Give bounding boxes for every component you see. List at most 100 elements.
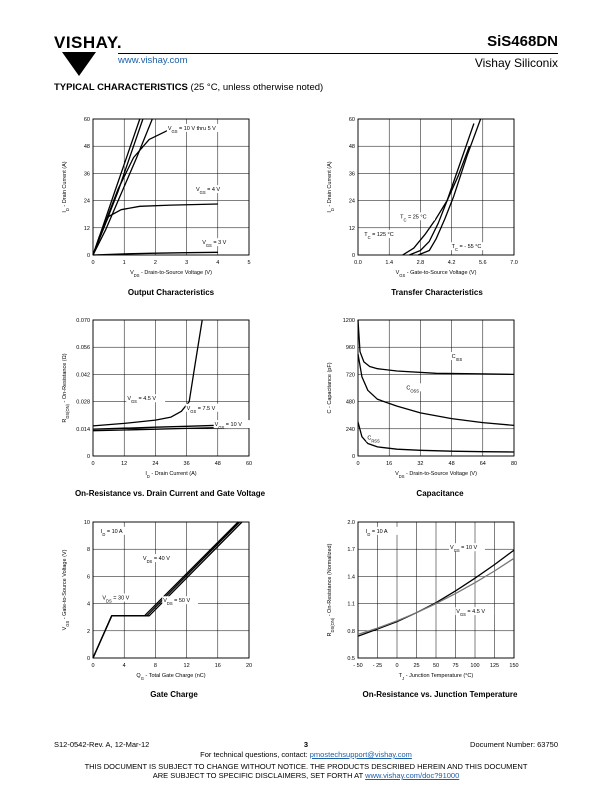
series-line [92, 319, 203, 427]
y-tick-label: 24 [84, 199, 90, 205]
y-tick-label: 2 [87, 629, 90, 635]
x-tick-label: 12 [121, 461, 127, 467]
x-tick-label: - 50 [353, 663, 362, 669]
section-title-bold: TYPICAL CHARACTERISTICS [54, 82, 188, 93]
annotation-bg [126, 394, 166, 403]
contact-prefix: For technical questions, contact: [200, 750, 310, 759]
annotation-bg [101, 593, 138, 602]
y-tick-label: 0.8 [347, 629, 355, 635]
y-tick-label: 36 [84, 171, 90, 177]
annotation-bg [185, 403, 225, 412]
contact-email-link[interactable]: pmostechsupport@vishay.com [309, 750, 412, 759]
x-tick-label: 12 [184, 663, 190, 669]
series-line [402, 145, 471, 256]
plot-frame [92, 319, 250, 457]
annotation-label: TC = 25 °C [400, 214, 426, 222]
annotation-label: ID = 10 A [101, 529, 123, 537]
annotation-label: TC = - 55 °C [452, 244, 482, 252]
y-tick-label: 48 [84, 144, 90, 150]
y-tick-label: 60 [349, 117, 355, 123]
x-tick-label: 0 [395, 663, 398, 669]
disclaimer-line-2: ARE SUBJECT TO SPECIFIC DISCLAIMERS, SET… [0, 771, 612, 780]
annotation-label: VGS = 4 V [196, 187, 220, 195]
y-tick-label: 0.070 [76, 318, 90, 324]
disclaimer-link[interactable]: www.vishay.com/doc?91000 [365, 771, 460, 780]
x-axis-label: VDS - Drain-to-Source Voltage (V) [395, 471, 477, 479]
y-tick-label: 0.028 [76, 400, 90, 406]
y-tick-label: 480 [346, 400, 355, 406]
section-title-normal: (25 °C, unless otherwise noted) [187, 82, 324, 93]
y-tick-label: 8 [87, 547, 90, 553]
x-tick-label: 16 [215, 663, 221, 669]
part-number: SiS468DN [487, 33, 558, 50]
y-tick-label: 12 [349, 226, 355, 232]
x-tick-label: 2.8 [417, 260, 425, 266]
series-line [92, 127, 187, 256]
y-tick-label: 960 [346, 345, 355, 351]
annotation-bg [99, 526, 133, 535]
y-tick-label: 0 [87, 656, 90, 662]
x-tick-label: 36 [184, 461, 190, 467]
x-tick-label: 80 [511, 461, 517, 467]
x-tick-label: 24 [152, 461, 158, 467]
on-resistance-drain-current-chart: 0 12 24 36 48 60 0 0.014 0.028 0.042 0.056 0.070 ID … [62, 318, 252, 479]
annotation-bg [450, 352, 470, 361]
series-line [357, 421, 515, 453]
website-link[interactable]: www.vishay.com [118, 55, 188, 66]
y-axis-label: ID - Drain Current (A) [62, 161, 70, 212]
y-axis-label: RDS(ON) - On-Resistance (Normalized) [327, 543, 335, 636]
annotation-bg [399, 212, 436, 221]
x-axis-label: VGS - Gate-to-Source Voltage (V) [396, 270, 477, 278]
doc-revision: S12-0542-Rev. A, 12-Mar-12 [54, 740, 150, 749]
x-tick-label: 150 [509, 663, 518, 669]
annotation-bg [162, 596, 199, 605]
y-tick-label: 2.0 [347, 520, 355, 526]
annotation-bg [363, 229, 403, 238]
series-line [92, 118, 153, 256]
series-line [92, 521, 239, 659]
y-tick-label: 0 [87, 253, 90, 259]
y-tick-label: 36 [349, 171, 355, 177]
x-tick-label: 32 [417, 461, 423, 467]
x-tick-label: 4.2 [448, 260, 456, 266]
annotation-label: VGS = 10 V thru 5 V [168, 126, 216, 134]
x-tick-label: 48 [449, 461, 455, 467]
chart-caption-gate-charge: Gate Charge [150, 690, 198, 699]
x-axis-label: VDS - Drain-to-Source Voltage (V) [130, 270, 212, 278]
y-tick-label: 6 [87, 574, 90, 580]
annotation-bg [449, 543, 485, 552]
x-tick-label: 0 [91, 663, 94, 669]
y-tick-label: 0.5 [347, 656, 355, 662]
capacitance-chart: 0 16 32 48 64 80 0 240 480 720 960 1200 VDS - Drain-… [327, 318, 517, 479]
chart-caption-capacitance: Capacitance [416, 489, 464, 498]
plot-frame [92, 521, 250, 659]
x-tick-label: 16 [386, 461, 392, 467]
x-tick-label: 100 [470, 663, 479, 669]
annotation-label: CISS [452, 354, 463, 362]
series-line [409, 123, 475, 256]
y-tick-label: 0.056 [76, 345, 90, 351]
x-tick-label: 48 [215, 461, 221, 467]
chart-caption-on-resistance: On-Resistance vs. Drain Current and Gate… [74, 489, 266, 498]
x-tick-label: 125 [490, 663, 499, 669]
annotation-label: VDS = 50 V [163, 598, 190, 606]
x-tick-label: 4 [123, 663, 126, 669]
y-tick-label: 12 [84, 226, 90, 232]
series-line [92, 251, 218, 256]
y-tick-label: 1200 [343, 318, 355, 324]
x-tick-label: 5.6 [479, 260, 487, 266]
x-tick-label: 5 [247, 260, 250, 266]
annotation-label: VGS = 3 V [202, 240, 226, 248]
section-title: TYPICAL CHARACTERISTICS (25 °C, unless o… [54, 82, 323, 93]
page-number: 3 [303, 740, 309, 749]
annotation-bg [455, 607, 495, 616]
y-tick-label: 0 [87, 454, 90, 460]
x-tick-label: 0 [356, 461, 359, 467]
plot-frame [357, 319, 515, 457]
annotation-label: CRSS [367, 436, 380, 444]
annotation-bg [194, 185, 228, 194]
y-tick-label: 4 [87, 602, 90, 608]
annotation-bg [366, 433, 385, 442]
y-tick-label: 0 [352, 253, 355, 259]
